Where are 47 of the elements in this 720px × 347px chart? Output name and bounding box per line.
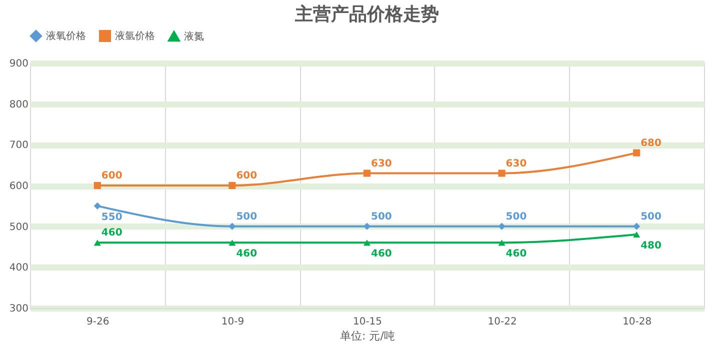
- point: [94, 182, 101, 190]
- data-label: 680: [640, 138, 662, 149]
- x-tick-label: 10-22: [488, 316, 517, 328]
- data-label: 500: [371, 211, 392, 222]
- y-tick-label: 500: [9, 222, 28, 233]
- x-tick-label: 9-26: [86, 316, 110, 328]
- x-tick-label: 10-9: [221, 316, 244, 328]
- data-label: 500: [236, 211, 258, 222]
- point: [94, 240, 101, 246]
- y-tick-label: 600: [9, 181, 28, 192]
- point: [498, 222, 506, 230]
- data-label: 500: [506, 211, 527, 222]
- data-label: 460: [371, 248, 392, 260]
- point: [633, 149, 640, 156]
- data-label: 460: [506, 248, 527, 260]
- legend-label: 液氮: [184, 30, 204, 42]
- point: [498, 240, 506, 246]
- point: [633, 231, 640, 238]
- point: [633, 222, 640, 230]
- point: [228, 182, 236, 190]
- data-label: 600: [101, 170, 122, 182]
- point: [363, 240, 371, 246]
- point: [498, 170, 506, 177]
- y-tick-label: 400: [9, 262, 28, 274]
- data-label: 630: [506, 158, 527, 170]
- point: [94, 202, 101, 210]
- y-tick-label: 300: [9, 304, 28, 314]
- x-tick-label: 10-15: [352, 316, 382, 328]
- y-tick-label: 800: [9, 99, 28, 110]
- point: [363, 222, 371, 230]
- legend-label: 液氧价格: [46, 30, 86, 42]
- data-label: 500: [640, 211, 662, 222]
- chart-title: 主营产品价格走势: [294, 4, 439, 25]
- legend-label: 液氩价格: [115, 30, 155, 42]
- point: [228, 222, 236, 230]
- data-label: 630: [371, 158, 392, 170]
- data-label: 480: [640, 240, 662, 252]
- data-label: 460: [101, 228, 122, 239]
- x-tick-label: 10-28: [622, 316, 652, 328]
- y-tick-label: 700: [9, 140, 28, 152]
- data-label: 550: [101, 212, 122, 223]
- y-tick-label: 900: [9, 58, 28, 70]
- data-label: 460: [236, 248, 258, 260]
- data-label: 600: [236, 170, 258, 182]
- point: [228, 240, 236, 246]
- x-axis-title: 单位: 元/吨: [340, 330, 395, 342]
- point: [363, 170, 371, 177]
